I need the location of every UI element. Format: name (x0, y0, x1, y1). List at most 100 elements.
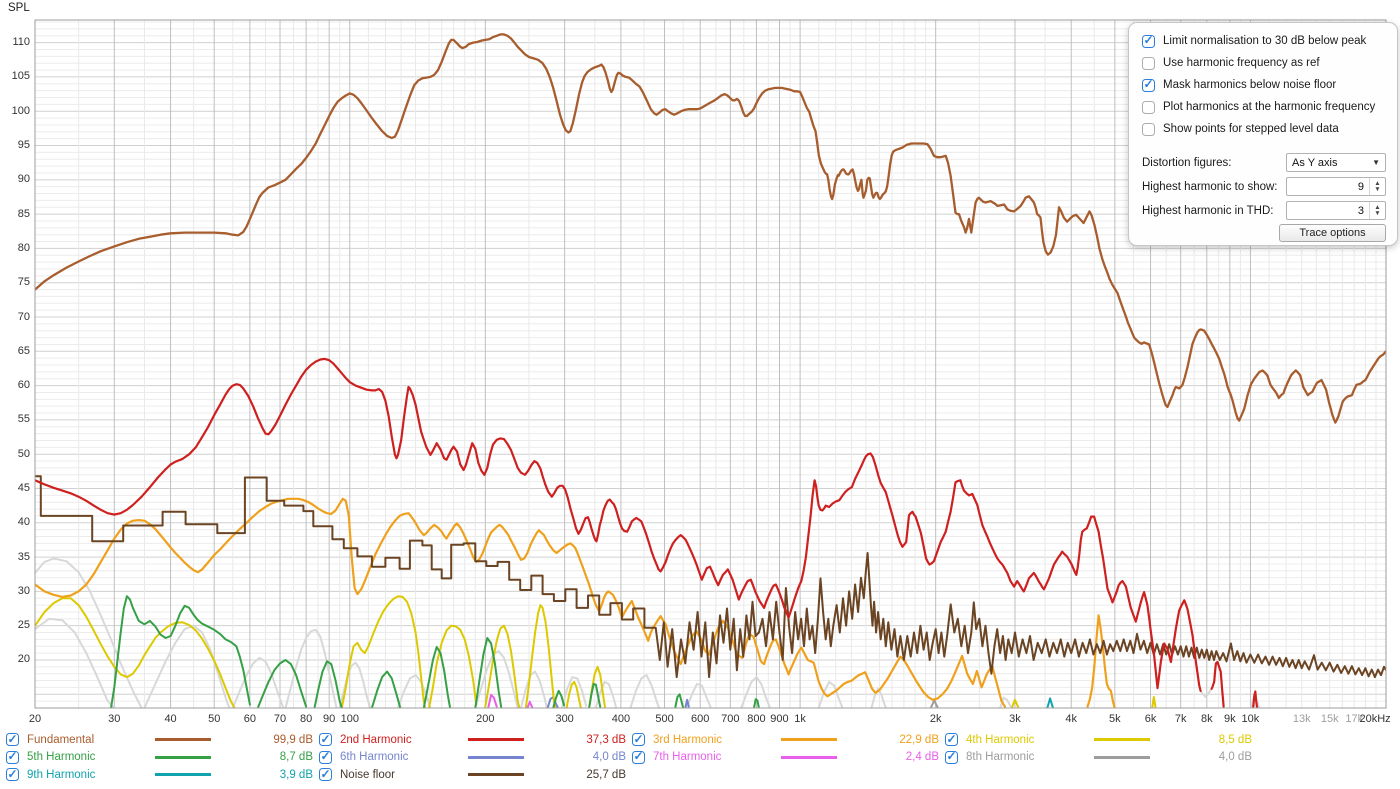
x-tick-label: 400 (611, 713, 631, 725)
legend-line-swatch (1094, 755, 1150, 759)
spinner-up-icon[interactable]: ▲ (1374, 179, 1381, 187)
spinner-value: 3 (1357, 205, 1364, 217)
distortion-figures-select[interactable]: As Y axis ▼ (1286, 153, 1386, 172)
legend-label: 7th Harmonic (653, 751, 722, 764)
checkbox-show-points-stepped-level[interactable]: Show points for stepped level data (1142, 121, 1339, 137)
legend-checkbox[interactable] (632, 749, 645, 764)
y-tick-label: 35 (17, 550, 30, 563)
x-tick-label: 200 (476, 713, 495, 725)
x-tick-label: 700 (721, 713, 740, 725)
highest-harmonic-to-show-label: Highest harmonic to show: (1142, 180, 1278, 193)
legend-label: 5th Harmonic (27, 751, 96, 764)
trace-4th-harmonic (565, 680, 582, 708)
checkbox-label: Show points for stepped level data (1163, 123, 1339, 135)
trace-masked-below-noise-floor (561, 676, 588, 708)
y-tick-label: 100 (11, 104, 30, 117)
x-tick-label: 40 (164, 713, 177, 725)
x-tick-label: 7k (1174, 713, 1187, 725)
x-tick-label: 80 (300, 713, 313, 725)
trace-masked-below-noise-floor (520, 670, 548, 708)
trace-masked-below-noise-floor (817, 680, 844, 708)
checkbox-harmonic-freq-as-ref[interactable]: Use harmonic frequency as ref (1142, 55, 1320, 71)
trace-masked-below-noise-floor (740, 676, 771, 708)
trace-9th-harmonic (1046, 697, 1054, 708)
legend-label: 4th Harmonic (966, 733, 1035, 746)
trace-5th-harmonic (422, 646, 452, 708)
legend-item: 5th Harmonic 8,7 dB (6, 749, 319, 767)
checkbox-limit-normalisation[interactable]: Limit normalisation to 30 dB below peak (1142, 33, 1366, 49)
x-tick-label: 20 (28, 713, 42, 725)
spinner-down-icon[interactable]: ▼ (1374, 185, 1381, 193)
highest-harmonic-in-thd-spinner[interactable]: 3 ▲ ▼ (1286, 201, 1386, 220)
spinner-buttons[interactable]: ▲ ▼ (1369, 178, 1385, 195)
legend-line-swatch (155, 755, 211, 759)
legend-checkbox[interactable] (6, 732, 19, 747)
legend-checkbox[interactable] (6, 767, 19, 782)
spinner-up-icon[interactable]: ▲ (1374, 203, 1381, 211)
legend-item: 2nd Harmonic 37,3 dB (319, 731, 632, 749)
legend-line-swatch (468, 773, 524, 777)
legend-checkbox[interactable] (319, 749, 332, 764)
checkbox-label: Plot harmonics at the harmonic frequency (1163, 101, 1376, 113)
x-tick-label: 2k (929, 713, 942, 725)
spinner-value: 9 (1357, 181, 1364, 193)
legend-value: 3,9 dB (279, 768, 313, 781)
checkbox-plot-at-harmonic-frequency[interactable]: Plot harmonics at the harmonic frequency (1142, 99, 1375, 115)
y-tick-label: 65 (17, 344, 30, 357)
x-tick-label: 20kHz (1359, 713, 1391, 725)
trace-4th-harmonic (524, 604, 557, 708)
y-tick-label: 75 (17, 276, 30, 289)
legend-value: 99,9 dB (273, 733, 313, 746)
legend-value: 8,7 dB (279, 751, 313, 764)
trace-options-button[interactable]: Trace options (1279, 224, 1386, 242)
legend-value: 4,0 dB (592, 751, 626, 764)
trace-3rd-harmonic (1086, 614, 1116, 708)
legend-checkbox[interactable] (6, 749, 19, 764)
trace-masked-below-noise-floor (870, 687, 888, 708)
trace-masked-below-noise-floor (35, 617, 116, 708)
y-tick-label: 30 (17, 584, 30, 597)
trace-masked-below-noise-floor (474, 650, 519, 708)
x-tick-label: 60 (243, 713, 256, 725)
trace-noise-floor (35, 475, 1386, 679)
legend-line-swatch (155, 738, 211, 742)
trace-fundamental (35, 33, 1386, 424)
y-tick-label: 45 (17, 481, 30, 494)
x-tick-label: 900 (770, 713, 789, 725)
y-tick-label: 95 (17, 139, 30, 152)
y-tick-label: 25 (17, 619, 30, 632)
highest-harmonic-to-show-spinner[interactable]: 9 ▲ ▼ (1286, 177, 1386, 196)
legend-checkbox[interactable] (319, 732, 332, 747)
y-tick-label: 85 (17, 207, 30, 220)
trace-masked-below-noise-floor (35, 557, 143, 708)
legend-item: 9th Harmonic 3,9 dB (6, 766, 319, 784)
legend-value: 4,0 dB (1218, 751, 1252, 764)
x-tick-label: 500 (655, 713, 674, 725)
legend-checkbox[interactable] (945, 732, 958, 747)
legend-checkbox[interactable] (319, 767, 332, 782)
x-tick-label: 90 (323, 713, 336, 725)
y-tick-label: 105 (11, 70, 30, 83)
legend-label: 9th Harmonic (27, 768, 96, 781)
legend-item: 7th Harmonic 2,4 dB (632, 749, 945, 767)
distortion-figures-label: Distortion figures: (1142, 156, 1232, 169)
chevron-down-icon: ▼ (1372, 158, 1380, 167)
legend-line-swatch (1094, 738, 1150, 742)
legend-value: 25,7 dB (586, 768, 626, 781)
legend-checkbox[interactable] (945, 749, 958, 764)
legend: Fundamental 99,9 dB 2nd Harmonic 37,3 dB… (6, 731, 1258, 784)
trace-5th-harmonic (552, 689, 565, 708)
x-tick-label: 6k (1144, 713, 1157, 725)
spinner-down-icon[interactable]: ▼ (1374, 209, 1381, 217)
x-tick-label: 13k (1292, 713, 1311, 725)
checkbox-mask-below-noise-floor[interactable]: Mask harmonics below noise floor (1142, 77, 1336, 93)
legend-checkbox[interactable] (632, 732, 645, 747)
legend-label: 8th Harmonic (966, 751, 1035, 764)
checkbox-label: Limit normalisation to 30 dB below peak (1163, 35, 1367, 47)
spinner-buttons[interactable]: ▲ ▼ (1369, 202, 1385, 219)
checkbox-label: Use harmonic frequency as ref (1163, 57, 1320, 69)
trace-2nd-harmonic (1210, 660, 1225, 708)
highest-harmonic-in-thd-label: Highest harmonic in THD: (1142, 204, 1274, 217)
y-tick-label: 70 (17, 310, 30, 323)
